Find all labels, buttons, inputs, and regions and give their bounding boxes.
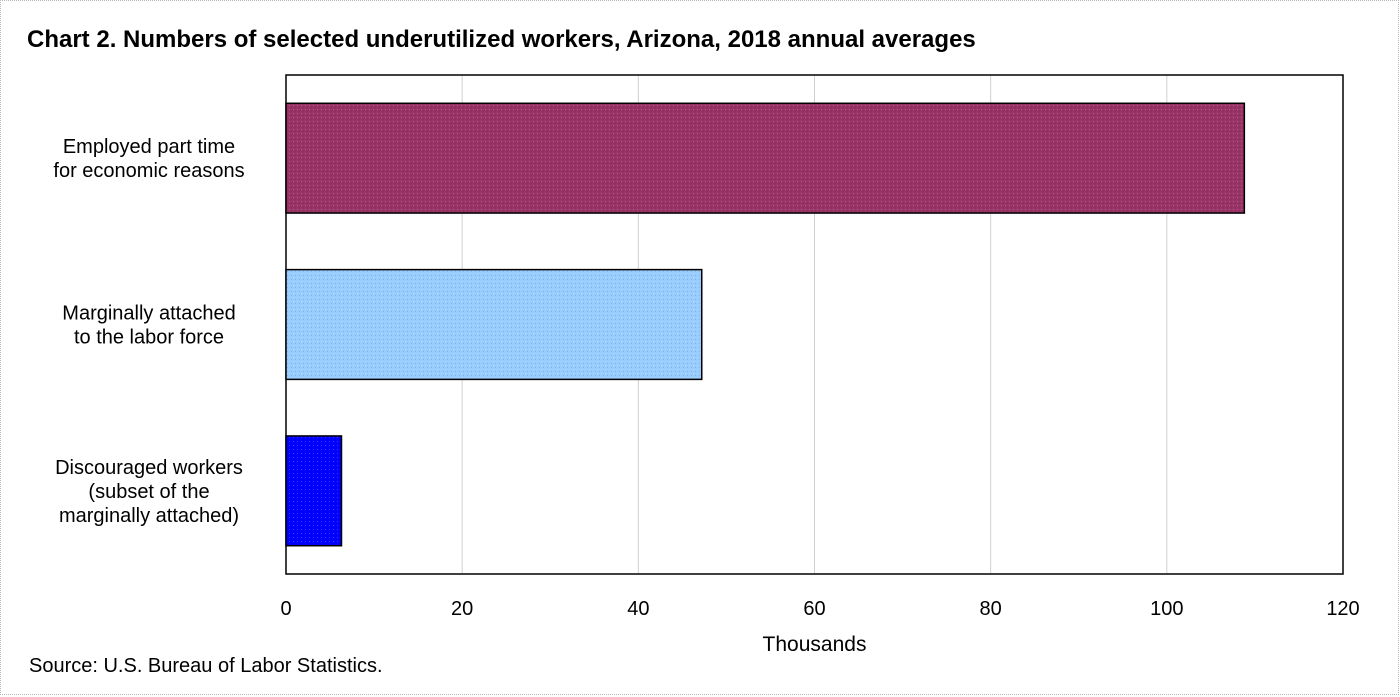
x-tick-label: 60 (803, 598, 825, 620)
x-tick-label: 20 (451, 598, 473, 620)
bar-texture (287, 270, 701, 379)
category-label: Marginally attached to the labor force (62, 303, 235, 349)
x-tick-label: 80 (980, 598, 1002, 620)
chart-title: Chart 2. Numbers of selected underutiliz… (27, 26, 976, 53)
x-tick-label: 120 (1326, 598, 1359, 620)
x-tick-label: 40 (627, 598, 649, 620)
category-label: Discouraged workers (subset of the margina… (55, 457, 243, 527)
category-label-line: to the labor force (74, 327, 224, 349)
bar-texture (287, 436, 341, 545)
category-label-line: Marginally attached (62, 303, 235, 325)
category-label-line: Employed part time (63, 136, 235, 158)
bar-texture (287, 104, 1244, 213)
x-tick-label: 0 (280, 598, 291, 620)
x-axis-label: Thousands (763, 633, 867, 656)
category-label-line: for economic reasons (53, 160, 244, 182)
x-tick-label: 100 (1150, 598, 1183, 620)
category-label-line: Discouraged workers (55, 457, 243, 479)
category-label: Employed part time for economic reasons (53, 136, 244, 182)
category-label-line: marginally attached) (59, 505, 239, 527)
category-label-line: (subset of the (88, 481, 209, 503)
source-note: Source: U.S. Bureau of Labor Statistics. (29, 655, 383, 677)
